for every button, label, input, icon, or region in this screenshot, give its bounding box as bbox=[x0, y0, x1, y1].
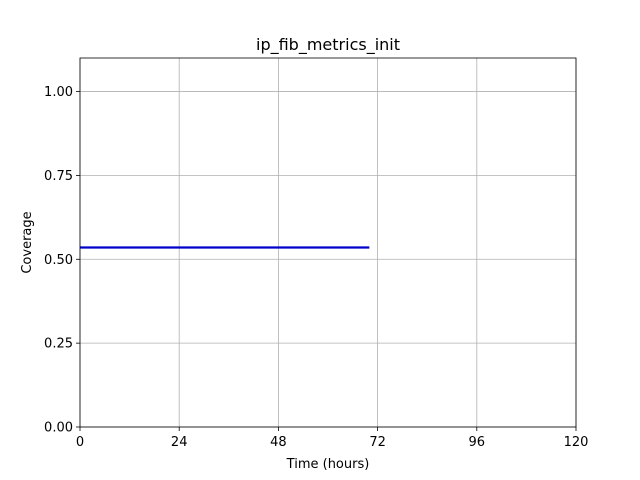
x-tick-label: 96 bbox=[469, 435, 486, 450]
x-axis-label: Time (hours) bbox=[286, 457, 370, 472]
y-tick-label: 0.50 bbox=[44, 253, 73, 268]
y-tick-label: 1.00 bbox=[44, 85, 73, 100]
y-tick-label: 0.75 bbox=[44, 169, 73, 184]
y-axis-label: Coverage bbox=[20, 211, 35, 273]
x-tick-label: 120 bbox=[564, 435, 589, 450]
grid bbox=[79, 58, 577, 428]
y-tick-label: 0.00 bbox=[44, 421, 73, 436]
y-tick-label: 0.25 bbox=[44, 337, 73, 352]
x-tick-label: 24 bbox=[171, 435, 188, 450]
ticks: 0 24 48 72 96 120 0.00 0.25 0.50 0.75 1.00 bbox=[44, 85, 588, 450]
plot-frame bbox=[79, 57, 577, 428]
x-tick-label: 0 bbox=[76, 435, 84, 450]
x-tick-label: 72 bbox=[369, 435, 386, 450]
x-tick-label: 48 bbox=[270, 435, 287, 450]
chart-title: ip_fib_metrics_init bbox=[256, 35, 400, 55]
